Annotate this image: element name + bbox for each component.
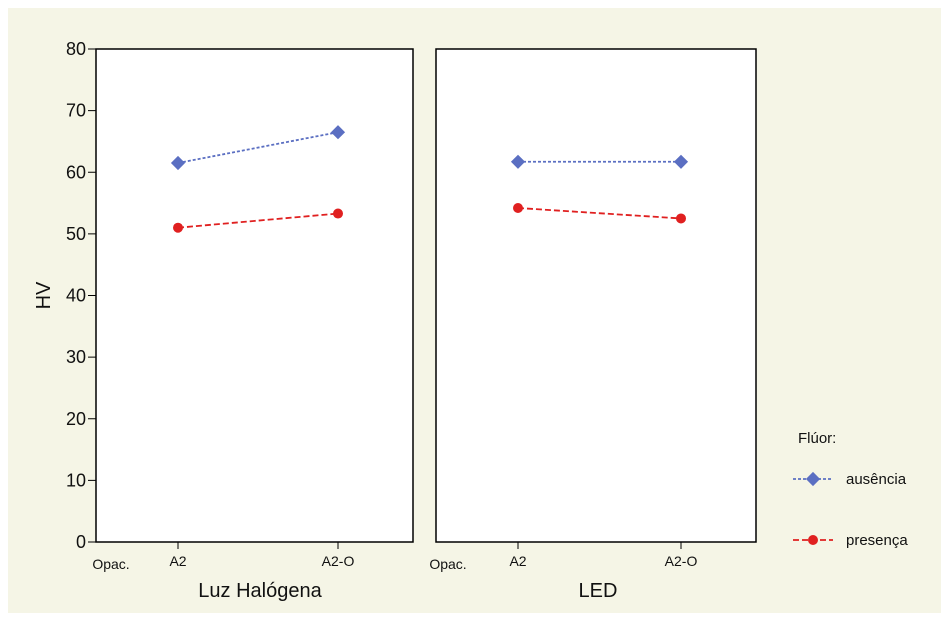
y-tick-label: 20 bbox=[66, 409, 86, 429]
data-point bbox=[677, 158, 685, 166]
legend-label: ausência bbox=[846, 471, 907, 488]
figure-background: 0 10 20 30 40 50 60 70 80 HV A2 A2-O Opac. Luz Halóge… bbox=[8, 8, 941, 613]
y-tick-label: 30 bbox=[66, 347, 86, 367]
chart: 0 10 20 30 40 50 60 70 80 HV A2 A2-O Opac. Luz Halóge… bbox=[33, 39, 908, 602]
plot-panel bbox=[435, 48, 757, 543]
data-point bbox=[174, 159, 182, 167]
y-tick-label: 70 bbox=[66, 101, 86, 121]
data-point bbox=[173, 222, 183, 233]
data-point bbox=[514, 158, 522, 166]
plot-panel bbox=[95, 48, 414, 543]
data-point bbox=[809, 475, 817, 483]
y-tick-label: 0 bbox=[76, 532, 86, 552]
x-tick-label: A2-O bbox=[322, 553, 355, 569]
x-tick-label: A2 bbox=[169, 553, 186, 569]
legend-label: presença bbox=[846, 532, 908, 549]
x-axis-title: LED bbox=[579, 580, 618, 602]
y-tick-label: 80 bbox=[66, 39, 86, 59]
legend-title: Flúor: bbox=[798, 430, 836, 447]
data-point bbox=[808, 535, 818, 545]
y-tick-label: 50 bbox=[66, 224, 86, 244]
x-axis-name: Opac. bbox=[92, 556, 129, 572]
data-point bbox=[513, 202, 523, 213]
y-tick-label: 60 bbox=[66, 162, 86, 182]
y-tick-label: 10 bbox=[66, 470, 86, 490]
series-line bbox=[517, 207, 682, 220]
data-point bbox=[333, 208, 343, 219]
data-point bbox=[334, 128, 342, 136]
x-tick-label: A2 bbox=[509, 553, 526, 569]
y-tick-label: 40 bbox=[66, 286, 86, 306]
series-line bbox=[177, 131, 339, 164]
x-axis-title: Luz Halógena bbox=[198, 580, 322, 602]
y-axis-title: HV bbox=[33, 281, 55, 309]
x-axis-name: Opac. bbox=[429, 556, 466, 572]
data-point bbox=[676, 213, 686, 224]
x-tick-label: A2-O bbox=[665, 553, 698, 569]
